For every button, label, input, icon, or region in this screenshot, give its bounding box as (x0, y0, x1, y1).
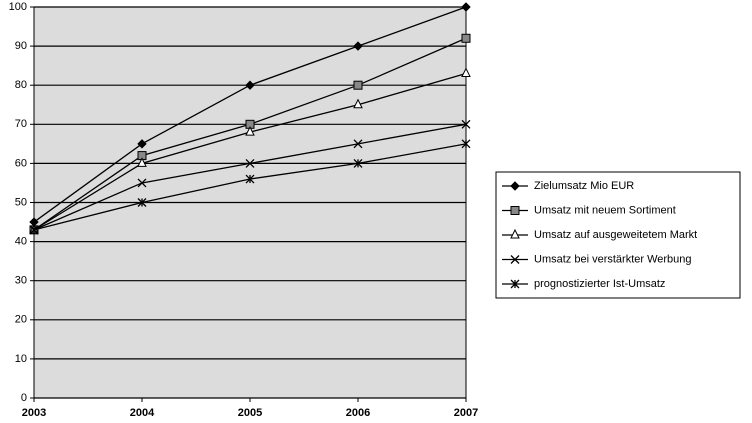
marker (461, 139, 471, 149)
marker (461, 67, 471, 77)
marker (461, 33, 471, 43)
y-tick-label: 0 (21, 392, 27, 404)
marker (353, 139, 363, 149)
marker (137, 178, 147, 188)
y-tick-label: 30 (15, 275, 27, 287)
marker (245, 126, 255, 136)
marker (353, 80, 363, 90)
legend-marker (510, 181, 520, 191)
y-tick-label: 40 (15, 236, 27, 248)
legend-label: Umsatz auf ausgeweitetem Markt (534, 229, 697, 241)
x-tick-label: 2007 (454, 407, 478, 419)
marker (29, 225, 39, 235)
y-tick-label: 100 (9, 1, 27, 13)
y-tick-label: 60 (15, 157, 27, 169)
marker (137, 198, 147, 207)
marker (245, 158, 255, 168)
legend-marker (510, 206, 520, 215)
y-tick-label: 50 (15, 196, 27, 208)
marker (353, 98, 363, 109)
x-tick-label: 2006 (346, 407, 370, 419)
x-tick-label: 2004 (130, 407, 155, 419)
marker (461, 2, 471, 12)
legend-marker (510, 279, 520, 289)
marker (461, 119, 471, 129)
marker (353, 41, 363, 51)
x-tick-label: 2003 (22, 407, 46, 419)
marker (245, 174, 255, 184)
y-tick-label: 80 (15, 79, 27, 91)
y-tick-label: 70 (15, 118, 27, 130)
legend-marker (510, 255, 520, 264)
marker (245, 80, 255, 90)
y-tick-label: 20 (15, 314, 27, 326)
y-tick-label: 10 (15, 353, 27, 365)
marker (353, 158, 363, 168)
x-tick-label: 2005 (238, 407, 262, 419)
legend-label: Umsatz mit neuem Sortiment (534, 204, 676, 216)
marker (137, 157, 147, 167)
legend-label: Zielumsatz Mio EUR (534, 180, 634, 192)
legend: Zielumsatz Mio EUR Umsatz mit neuem Sorti… (495, 171, 741, 299)
y-tick-label: 90 (15, 40, 27, 52)
legend-label: Umsatz bei verstärkter Werbung (534, 253, 692, 265)
legend-label: prognostizierter Ist-Umsatz (534, 278, 665, 290)
legend-box (495, 171, 741, 299)
marker (137, 139, 147, 149)
legend-marker (510, 228, 520, 239)
